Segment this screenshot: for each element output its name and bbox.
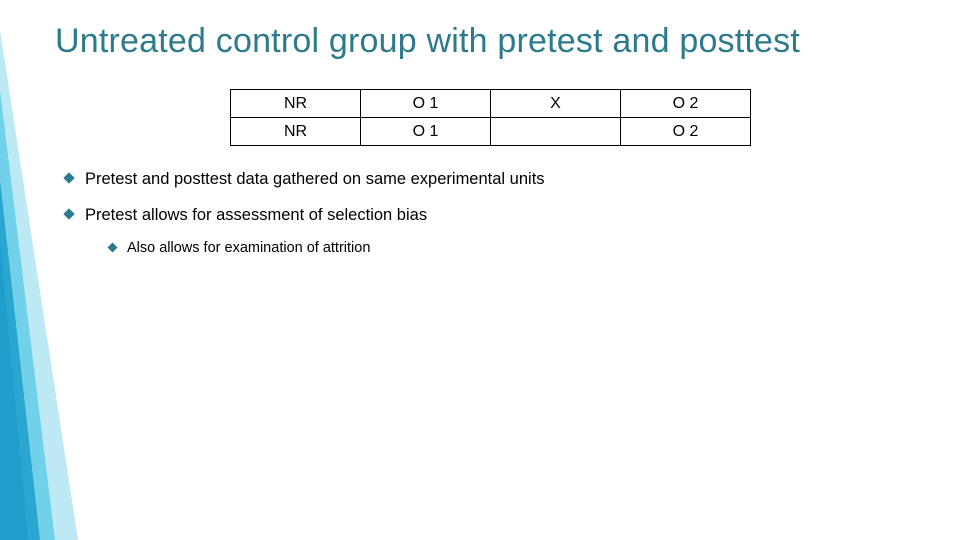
- table-cell: X: [491, 90, 621, 118]
- list-item: Pretest allows for assessment of selecti…: [63, 204, 930, 258]
- slide-title: Untreated control group with pretest and…: [55, 22, 930, 61]
- table-cell: [491, 118, 621, 146]
- slide-content: Untreated control group with pretest and…: [55, 22, 930, 272]
- table-cell: O 1: [361, 90, 491, 118]
- table-cell: O 1: [361, 118, 491, 146]
- sub-list-item-text: Also allows for examination of attrition: [127, 240, 370, 256]
- table-cell: NR: [231, 90, 361, 118]
- list-item-text: Pretest and posttest data gathered on sa…: [85, 170, 545, 188]
- design-table: NR O 1 X O 2 NR O 1 O 2: [230, 89, 751, 146]
- sub-list-item: Also allows for examination of attrition: [107, 239, 930, 259]
- table-cell: O 2: [621, 118, 751, 146]
- bullet-list: Pretest and posttest data gathered on sa…: [63, 168, 930, 258]
- table-row: NR O 1 O 2: [231, 118, 751, 146]
- table-row: NR O 1 X O 2: [231, 90, 751, 118]
- sub-bullet-list: Also allows for examination of attrition: [107, 239, 930, 259]
- list-item-text: Pretest allows for assessment of selecti…: [85, 206, 427, 224]
- table-cell: O 2: [621, 90, 751, 118]
- table-cell: NR: [231, 118, 361, 146]
- list-item: Pretest and posttest data gathered on sa…: [63, 168, 930, 190]
